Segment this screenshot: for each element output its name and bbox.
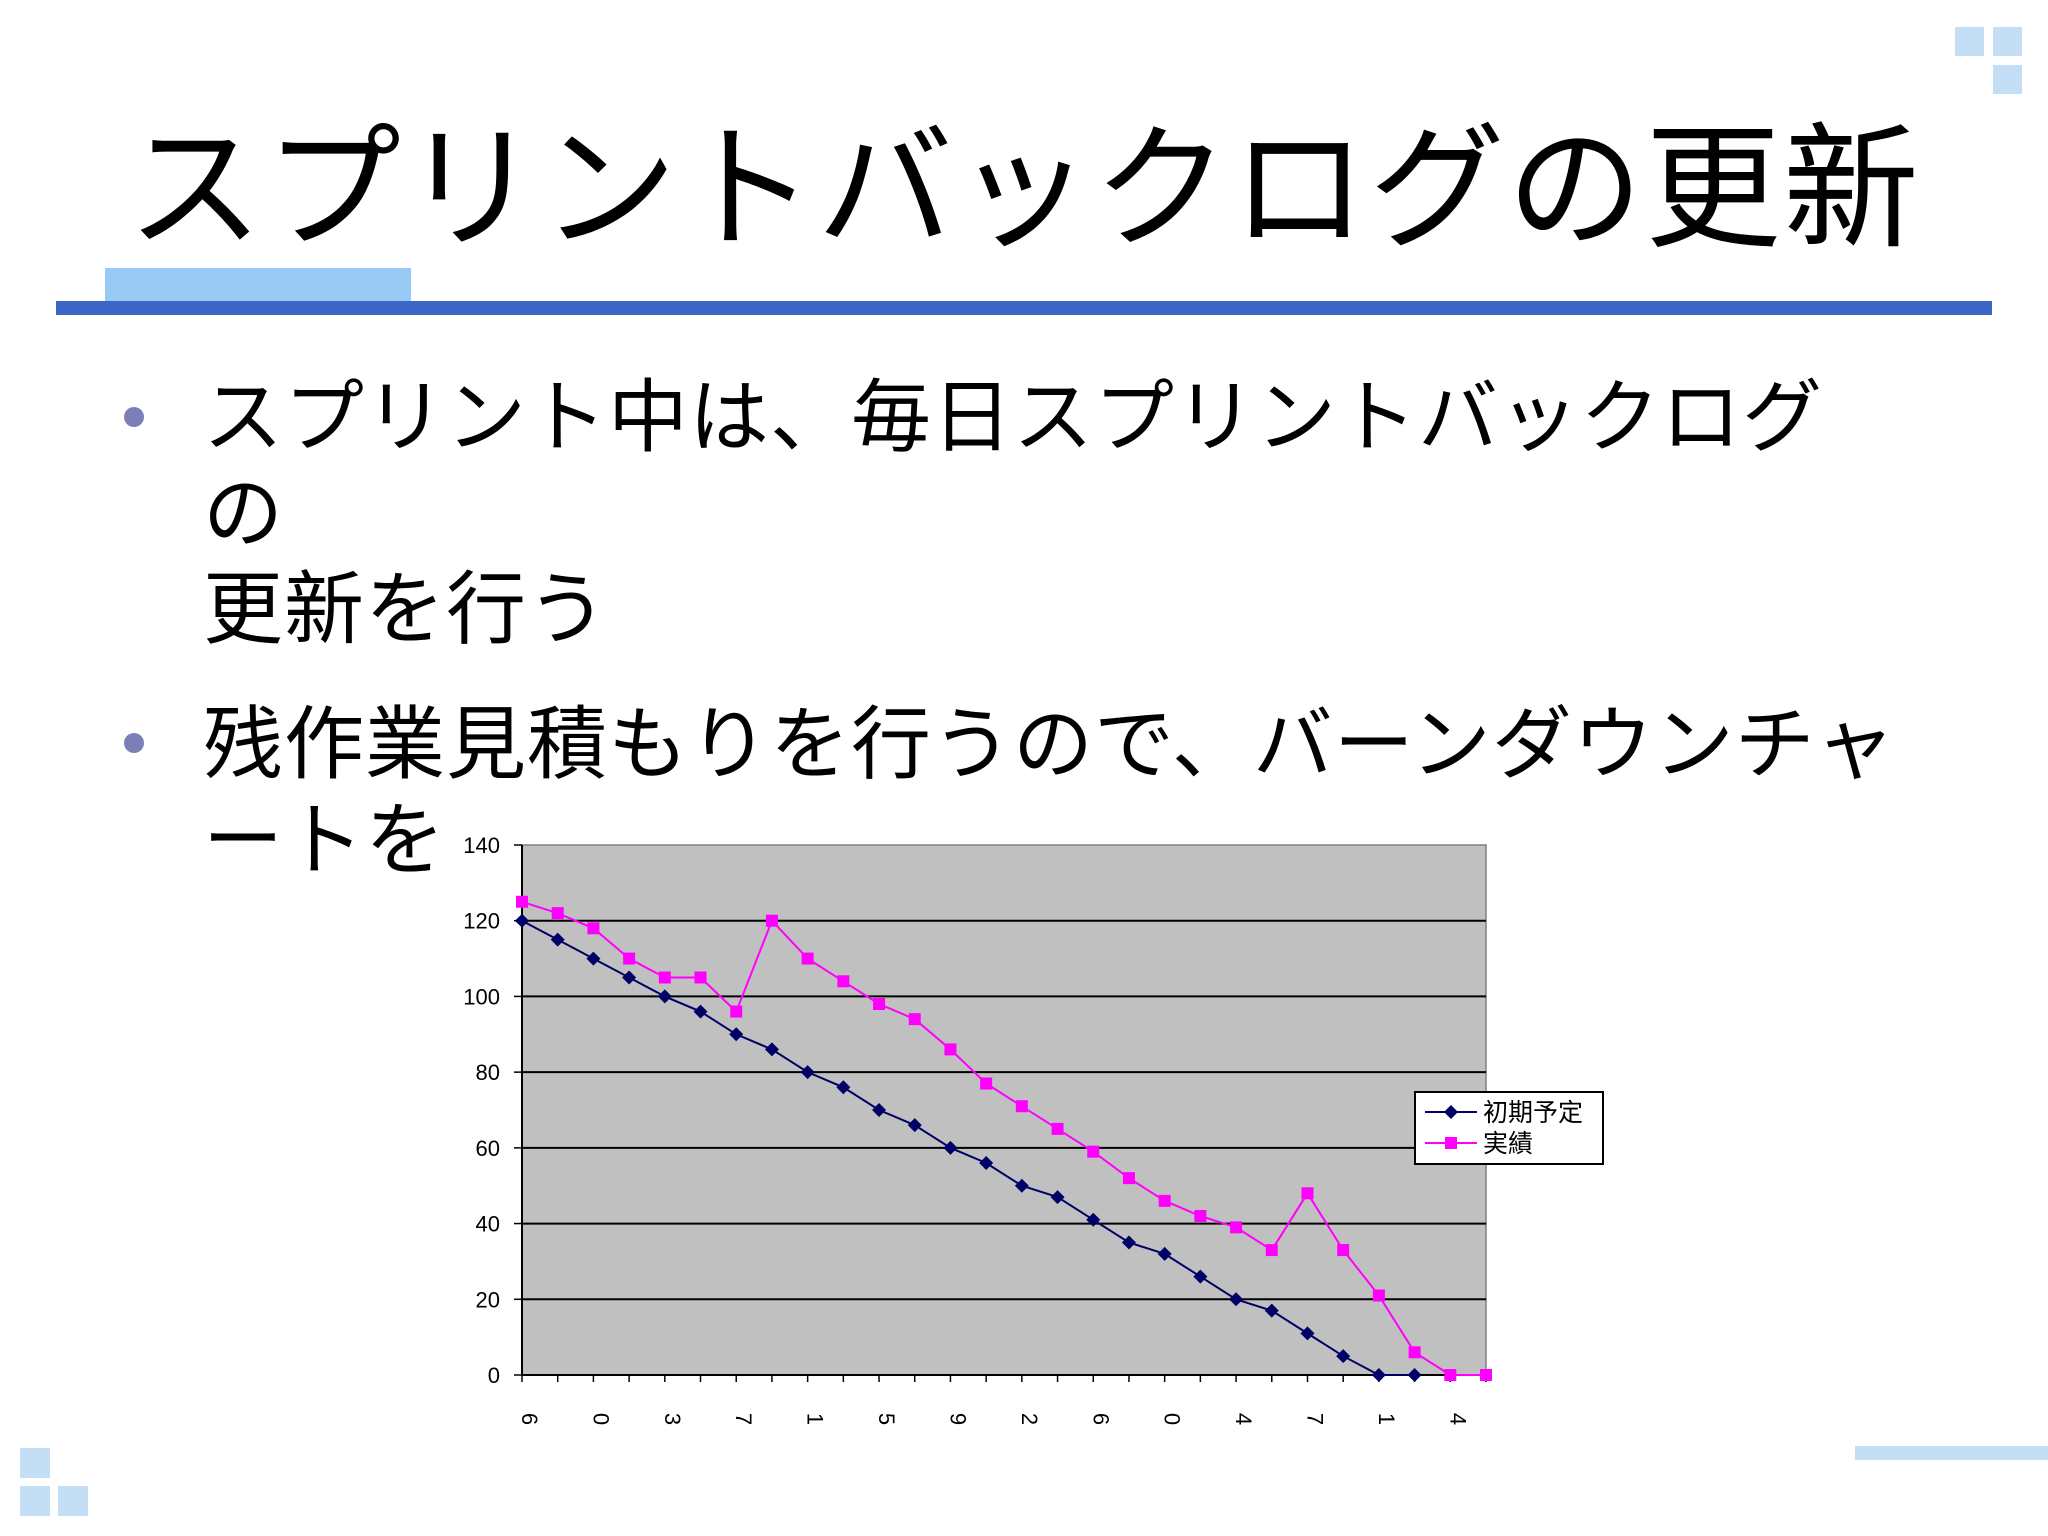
bullet-text-1: スプリント中は、毎日スプリントバックログの 更新を行う — [203, 370, 1903, 658]
legend-marker — [1445, 1137, 1457, 1149]
y-tick-label: 0 — [488, 1363, 500, 1388]
series-2-point — [765, 914, 778, 927]
series-1-point — [764, 1042, 779, 1057]
series-2-point — [1194, 1210, 1207, 1222]
series-2-point — [1015, 1100, 1028, 1113]
series-2-point — [587, 922, 600, 935]
x-tick-label: 3 — [660, 1413, 685, 1425]
x-tick-label: 0 — [588, 1413, 613, 1425]
title-accent-bar — [105, 268, 411, 302]
x-tick-label: 4 — [1231, 1413, 1256, 1425]
x-tick-label: 7 — [731, 1413, 756, 1425]
series-1-point — [979, 1156, 994, 1170]
series-2-point — [1444, 1369, 1457, 1381]
plot-area — [521, 844, 1487, 1376]
y-tick-label: 100 — [463, 984, 500, 1009]
x-tick-label: 2 — [1017, 1413, 1042, 1425]
y-tick-label: 60 — [476, 1136, 500, 1161]
legend-marker — [1444, 1105, 1458, 1119]
slide-title: スプリントバックログの更新 — [127, 111, 1921, 269]
series-1-point — [586, 951, 601, 966]
series-2-point — [1408, 1346, 1421, 1359]
series-1-point — [1157, 1246, 1172, 1261]
series-2-point — [1301, 1187, 1314, 1200]
series-1-point — [1371, 1368, 1386, 1382]
series-2-point — [1337, 1244, 1350, 1257]
title-rule — [56, 301, 1992, 315]
series-2-point — [1122, 1172, 1135, 1185]
series-1-point — [1121, 1235, 1136, 1250]
x-tick-label: 1 — [803, 1413, 828, 1425]
y-tick-label: 40 — [476, 1212, 500, 1237]
x-tick-label: 6 — [517, 1413, 542, 1425]
series-1-point — [907, 1118, 922, 1133]
bullet-text-2: 残作業見積もりを行うので、バーンダウンチャ ートを — [203, 697, 1903, 889]
series-1-point — [729, 1027, 744, 1042]
series-1-point — [657, 989, 672, 1004]
x-tick-label: 9 — [945, 1413, 970, 1425]
series-2-point — [1051, 1122, 1064, 1135]
series-2-point — [1230, 1221, 1243, 1234]
series-1-point — [872, 1103, 887, 1117]
legend-label: 初期予定 — [1483, 1098, 1583, 1127]
series-2-point — [908, 1013, 921, 1026]
series-2-point — [837, 975, 850, 988]
bullet-1-line-1: スプリント中は、毎日スプリントバックログの — [203, 371, 1823, 560]
series-2-point — [551, 907, 564, 920]
series-1-point — [1336, 1349, 1351, 1364]
series-2-point — [1265, 1244, 1278, 1257]
bullet-dot-1 — [124, 407, 144, 427]
bullet-dot-2 — [124, 733, 144, 753]
series-1-point — [1086, 1212, 1101, 1227]
legend-box — [1414, 1091, 1604, 1165]
series-2-point — [694, 971, 707, 984]
series-1-point — [943, 1140, 958, 1155]
series-2-point — [801, 952, 814, 965]
y-tick-label: 20 — [476, 1287, 500, 1312]
series-1-point — [1050, 1190, 1065, 1205]
series-1-point — [800, 1065, 815, 1080]
bullet-1-line-2: 更新を行う — [203, 563, 608, 656]
series-2-point — [980, 1077, 993, 1090]
y-tick-label: 120 — [463, 909, 500, 934]
series-1-point — [1193, 1269, 1208, 1284]
series-2-point — [516, 895, 528, 908]
series-1-point — [515, 913, 529, 928]
x-tick-label: 5 — [874, 1413, 899, 1425]
x-tick-label: 0 — [1160, 1413, 1185, 1425]
series-2-point — [1087, 1145, 1100, 1158]
series-2-point — [658, 971, 671, 984]
series-1-point — [1014, 1178, 1029, 1193]
series-1-point — [693, 1004, 708, 1019]
series-1-point — [550, 932, 565, 947]
x-tick-label: 7 — [1302, 1413, 1327, 1425]
series-2-point — [1158, 1194, 1171, 1207]
series-2-point — [1372, 1289, 1385, 1302]
x-tick-label: 1 — [1374, 1413, 1399, 1425]
series-1-point — [1300, 1326, 1315, 1341]
x-tick-label: 6 — [1088, 1413, 1113, 1425]
series-line-2 — [521, 900, 1486, 1376]
series-2-point — [873, 998, 886, 1010]
series-1-point — [836, 1080, 851, 1095]
series-1-point — [1229, 1292, 1244, 1307]
series-2-point — [944, 1043, 957, 1056]
bullet-2-line-2: ートを — [203, 794, 446, 887]
y-tick-label: 80 — [476, 1060, 500, 1085]
x-tick-label: 4 — [1445, 1413, 1470, 1425]
y-tick-label: 140 — [463, 833, 500, 858]
series-2-point — [730, 1005, 743, 1018]
series-line-1 — [521, 919, 1415, 1376]
series-1-point — [1264, 1303, 1279, 1318]
series-1-point — [622, 970, 637, 985]
series-2-point — [1480, 1369, 1492, 1381]
series-2-point — [623, 952, 636, 965]
series-1-point — [1407, 1368, 1422, 1382]
bullet-2-line-1: 残作業見積もりを行うので、バーンダウンチャ — [203, 698, 1896, 791]
legend-label: 実績 — [1483, 1129, 1533, 1158]
bottom-right-strip — [1855, 1446, 2048, 1460]
